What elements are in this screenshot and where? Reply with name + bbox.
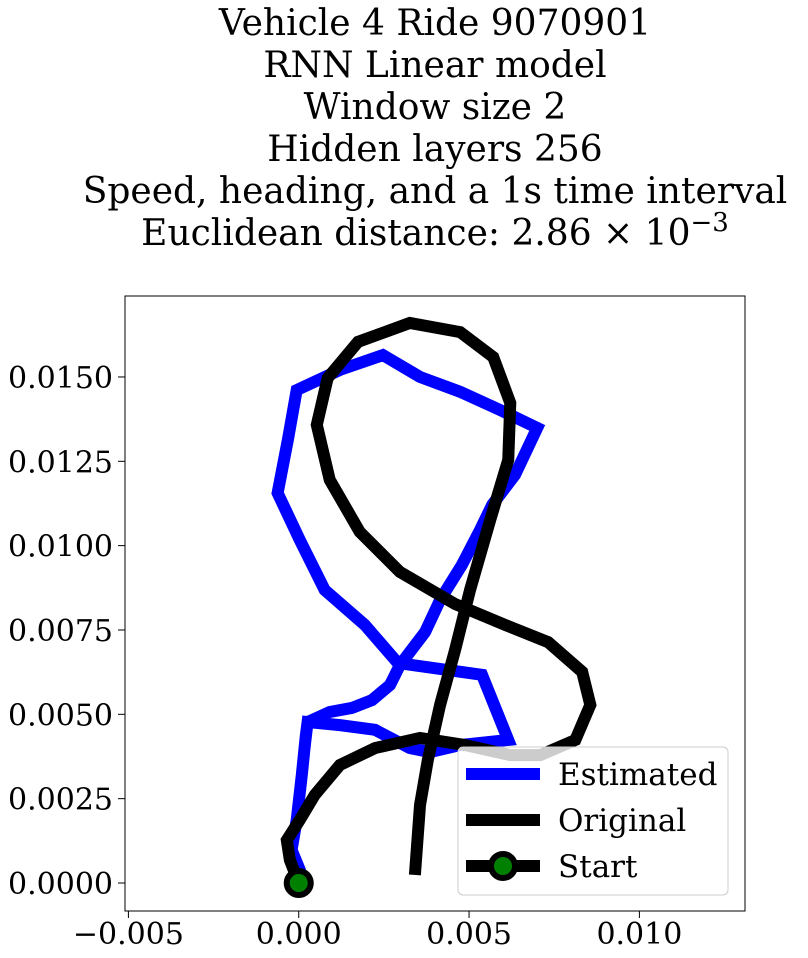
title-line: Vehicle 4 Ride 9070901 — [218, 3, 651, 44]
title-text: Speed, heading, and a 1s time interval — [83, 171, 788, 212]
title-text: Hidden layers 256 — [267, 129, 602, 170]
legend-box — [457, 746, 729, 896]
axes-frame — [124, 295, 746, 912]
title-line: Euclidean distance: 2.86 × 10−3 — [141, 208, 729, 254]
legend-label: Start — [558, 849, 638, 885]
legend-marker — [488, 851, 518, 881]
y-tick-label: 0.0050 — [8, 698, 113, 733]
title-line: Speed, heading, and a 1s time interval — [83, 171, 788, 212]
title-line: Hidden layers 256 — [267, 129, 602, 170]
title-text: Vehicle 4 Ride 9070901 — [218, 3, 651, 44]
y-tick-label: 0.0125 — [8, 445, 113, 480]
title-line: Window size 2 — [304, 87, 567, 128]
title-exponent: −3 — [690, 208, 728, 238]
legend-label: Estimated — [558, 757, 717, 793]
title-text: RNN Linear model — [263, 45, 606, 86]
y-tick-label: 0.0075 — [8, 614, 113, 649]
x-tick-label: 0.000 — [256, 917, 342, 952]
x-tick-label: 0.010 — [596, 917, 682, 952]
series-line — [280, 316, 597, 886]
y-tick-label: 0.0150 — [8, 361, 113, 396]
title-text: Window size 2 — [304, 87, 567, 128]
x-tick-label: −0.005 — [73, 917, 184, 952]
y-tick-label: 0.0100 — [8, 530, 113, 565]
y-tick-label: 0.0000 — [8, 867, 113, 902]
x-tick-label: 0.005 — [426, 917, 512, 952]
start-marker — [283, 867, 314, 898]
series-line — [271, 348, 546, 884]
title-text: Euclidean distance: 2.86 × 10 — [141, 213, 690, 254]
legend-label: Original — [558, 803, 686, 839]
y-tick-label: 0.0025 — [8, 783, 113, 818]
title-line: RNN Linear model — [263, 45, 606, 86]
